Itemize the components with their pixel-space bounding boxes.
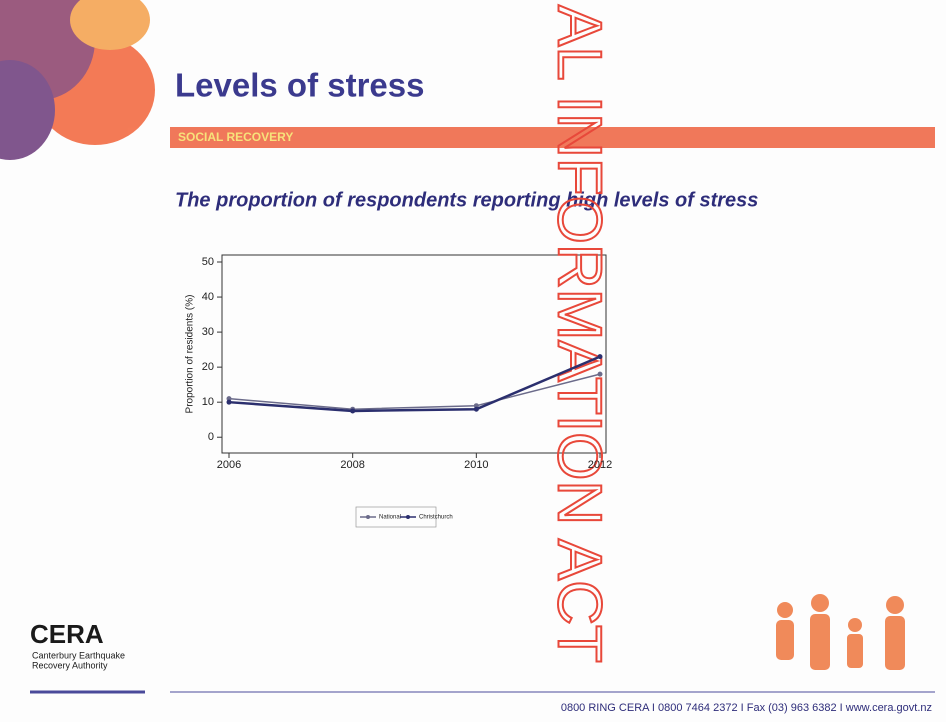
logo: CERA Canterbury Earthquake Recovery Auth…	[30, 619, 125, 671]
point	[597, 371, 603, 377]
y-tick-label: 40	[202, 291, 214, 303]
slide-title: Levels of stress	[175, 67, 424, 104]
footer: 0800 RING CERA I 0800 7464 2372 I Fax (0…	[561, 702, 932, 714]
point	[226, 399, 232, 405]
y-tick-label: 10	[202, 396, 214, 408]
x-tick-label: 2006	[217, 459, 241, 471]
y-tick-label: 0	[208, 431, 214, 443]
point	[350, 408, 356, 414]
point	[473, 406, 479, 412]
petal	[0, 60, 55, 160]
x-tick-label: 2010	[464, 459, 488, 471]
legend-label: National	[379, 515, 401, 521]
plot-frame	[221, 254, 607, 454]
legend-marker	[406, 515, 410, 519]
point	[597, 354, 603, 360]
y-axis-label: Proportion of residents (%)	[185, 295, 196, 414]
legend-box	[355, 506, 437, 528]
people-icon	[776, 594, 905, 670]
legend-marker	[366, 515, 370, 519]
subtitle: The proportion of respondents reporting …	[175, 189, 758, 211]
x-tick-label: 2008	[340, 459, 364, 471]
point	[226, 396, 232, 402]
series-line	[228, 373, 601, 410]
y-tick-label: 20	[202, 361, 214, 373]
logo-line: Canterbury Earthquake	[32, 650, 125, 660]
point	[473, 403, 479, 409]
y-tick-label: 50	[202, 256, 214, 268]
section-bar	[170, 127, 935, 148]
x-tick-label: 2012	[588, 459, 612, 471]
legend-label: Christchurch	[419, 515, 453, 521]
petal	[70, 0, 150, 50]
logo-line: Recovery Authority	[32, 660, 108, 670]
y-tick-label: 30	[202, 326, 214, 338]
logo-name: CERA	[30, 619, 104, 649]
corner-petals	[0, 0, 155, 160]
watermark: AL INFORMATION ACT	[545, 5, 614, 663]
section-label: SOCIAL RECOVERY	[178, 130, 293, 144]
series-line	[228, 355, 601, 413]
